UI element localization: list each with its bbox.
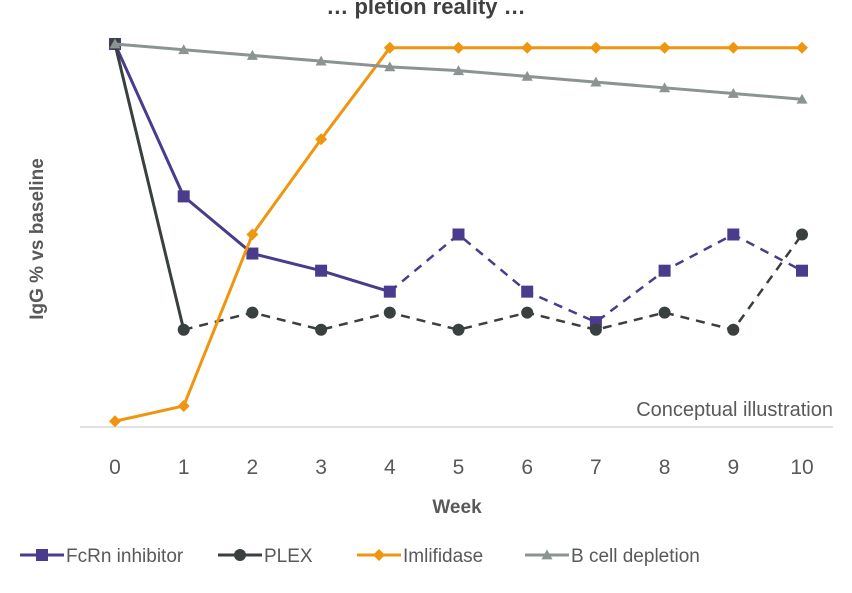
plex-point <box>796 228 808 241</box>
chart-title: … pletion reality … <box>326 0 525 19</box>
fcrn-inhibitor-legend-label: FcRn inhibitor <box>66 546 184 567</box>
fcrn-inhibitor-point <box>796 264 808 277</box>
b-cell-depletion-point <box>521 70 533 81</box>
plex-line <box>113 43 186 331</box>
fcrn-inhibitor-series <box>109 38 808 329</box>
b-cell-depletion-point <box>315 55 327 66</box>
imlifidase-point <box>246 228 259 241</box>
fcrn-inhibitor-point <box>177 190 190 203</box>
imlifidase-legend-marker <box>373 549 385 561</box>
fcrn-inhibitor-point <box>315 264 328 277</box>
plex-point <box>658 306 671 319</box>
x-tick-label: 3 <box>315 456 327 479</box>
fcrn-inhibitor-legend-marker <box>36 549 48 561</box>
plex-point <box>452 323 465 336</box>
b-cell-depletion-point <box>659 82 671 93</box>
x-tick-label: 7 <box>590 456 602 479</box>
imlifidase-point <box>727 41 740 54</box>
plex-dashed-line <box>183 233 804 332</box>
plex-series <box>109 38 808 336</box>
b-cell-depletion-legend-label: B cell depletion <box>571 546 700 567</box>
b-cell-depletion-point <box>178 44 190 55</box>
b-cell-depletion-point <box>796 93 808 104</box>
imlifidase-point <box>589 41 602 54</box>
fcrn-inhibitor-point <box>452 228 465 241</box>
plex-legend-label: PLEX <box>264 546 313 567</box>
plex-point <box>589 323 602 336</box>
imlifidase-legend-label: Imlifidase <box>403 546 483 567</box>
imlifidase-point <box>658 41 671 54</box>
fcrn-inhibitor-point <box>658 264 671 277</box>
plex-point <box>521 306 534 319</box>
b-cell-depletion-point <box>590 76 602 87</box>
x-tick-label: 5 <box>453 456 465 479</box>
b-cell-depletion-legend-marker <box>541 549 553 560</box>
plex-point <box>315 323 328 336</box>
x-tick-label: 0 <box>109 456 121 479</box>
plex-point <box>177 323 190 336</box>
imlifidase-point <box>383 41 396 54</box>
series-group <box>109 38 808 428</box>
fcrn-inhibitor-dashed-line <box>389 232 803 324</box>
x-tick-label: 8 <box>659 456 671 479</box>
imlifidase-point <box>452 41 465 54</box>
x-tick-label: 4 <box>384 456 396 479</box>
b-cell-depletion-point <box>109 38 121 49</box>
x-tick-label: 9 <box>727 456 739 479</box>
imlifidase-point <box>796 41 808 54</box>
plex-point <box>246 306 259 319</box>
imlifidase-point <box>177 399 190 412</box>
x-tick-label: 6 <box>521 456 533 479</box>
b-cell-depletion-point <box>384 61 396 72</box>
b-cell-depletion-point <box>727 88 739 98</box>
x-axis-title: Week <box>432 497 482 518</box>
fcrn-inhibitor-point <box>521 285 534 298</box>
x-tick-label: 10 <box>790 456 813 479</box>
x-tick-label: 1 <box>178 456 190 479</box>
b-cell-depletion-point <box>246 49 258 60</box>
x-tick-label: 2 <box>247 456 259 479</box>
fcrn-inhibitor-point <box>383 285 396 298</box>
b-cell-depletion-point <box>453 65 464 76</box>
plex-point <box>727 323 740 336</box>
annotation-text: Conceptual illustration <box>636 399 833 421</box>
y-axis-title: IgG % vs baseline <box>27 158 48 320</box>
imlifidase-point <box>109 415 121 428</box>
plex-legend-marker <box>234 549 246 561</box>
fcrn-inhibitor-point <box>727 228 740 241</box>
fcrn-inhibitor-point <box>246 247 259 260</box>
imlifidase-point <box>315 133 328 146</box>
imlifidase-point <box>521 41 534 54</box>
imlifidase-series <box>109 41 808 428</box>
legend: FcRn inhibitor PLEX Imlifidase B cell deple… <box>20 546 700 567</box>
b-cell-depletion-series <box>109 38 808 104</box>
plex-point <box>383 306 396 319</box>
x-tick-labels: 0 1 2 3 4 5 6 7 8 9 10 <box>109 456 814 479</box>
